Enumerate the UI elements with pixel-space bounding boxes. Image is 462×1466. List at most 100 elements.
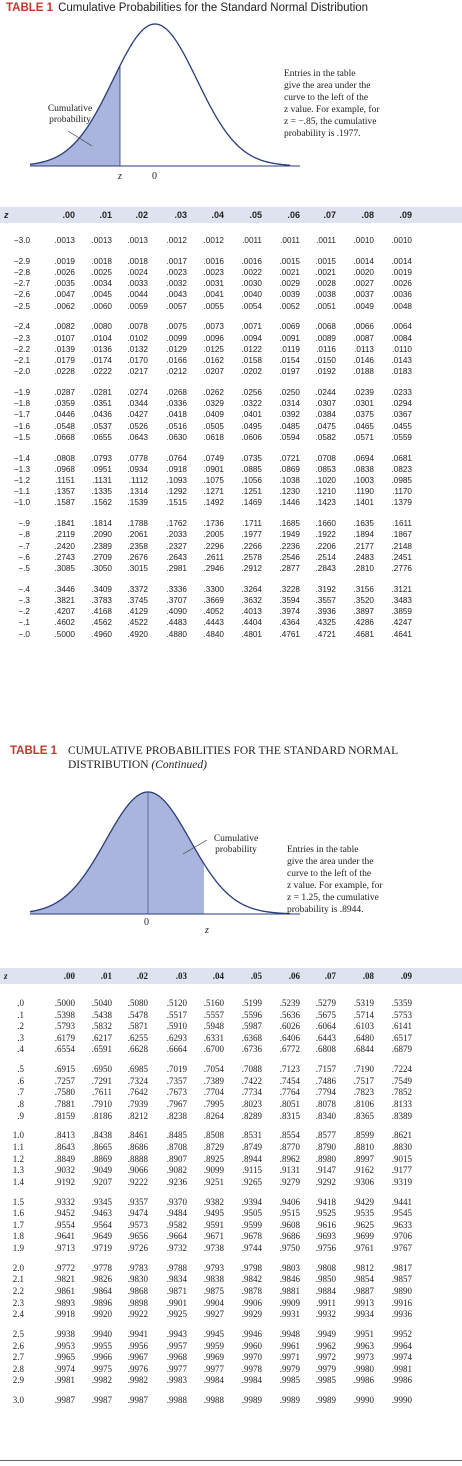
- probability-cell: .0023: [166, 268, 188, 277]
- z-value-cell: −.7: [18, 541, 30, 551]
- table1-title-block: TABLE 1 Cumulative Probabilities for the …: [6, 2, 368, 14]
- probability-cell: .9977: [203, 1363, 224, 1374]
- probability-cell: .9955: [91, 1340, 112, 1351]
- probability-cell: .5517: [166, 1009, 187, 1020]
- probability-cell: .2843: [315, 564, 337, 573]
- probability-cell: .8023: [241, 1099, 262, 1109]
- probability-cell: .8554: [279, 1130, 300, 1141]
- z-value-cell: −.1: [18, 618, 30, 628]
- probability-cell: .7088: [241, 1064, 262, 1075]
- probability-cell: .0256: [241, 388, 263, 397]
- table2-title-block: TABLE 1 CUMULATIVE PROBABILITIES FOR THE…: [10, 744, 460, 776]
- probability-cell: .9345: [91, 1196, 112, 1207]
- probability-cell: .9987: [91, 1395, 112, 1406]
- probability-cell: .9868: [127, 1286, 148, 1296]
- probability-cell: .9671: [203, 1231, 224, 1242]
- probability-cell: .9922: [127, 1309, 148, 1320]
- probability-cell: .0384: [315, 410, 337, 420]
- probability-cell: .0853: [315, 464, 337, 474]
- probability-cell: .1020: [315, 476, 337, 485]
- probability-cell: .9713: [54, 1243, 75, 1253]
- probability-cell: .0048: [391, 301, 413, 311]
- probability-cell: .9678: [241, 1231, 262, 1242]
- probability-cell: .0301: [353, 399, 375, 409]
- probability-cell: .9962: [315, 1340, 336, 1351]
- probability-cell: .5478: [127, 1009, 148, 1020]
- z-value-cell: .7: [17, 1087, 24, 1098]
- z-value-cell: .2: [17, 1021, 24, 1032]
- probability-cell: .9279: [279, 1176, 300, 1187]
- probability-cell: .0033: [127, 279, 149, 289]
- table-row: −2.1 .0179 .0174 .0170 .0166 .0162 .0158 .0154.…: [0, 356, 462, 367]
- probability-cell: .9664: [166, 1231, 187, 1242]
- probability-cell: .9929: [241, 1309, 262, 1320]
- probability-cell: .7704: [203, 1087, 224, 1098]
- probability-cell: .9980: [353, 1363, 374, 1374]
- probability-cell: .1423: [315, 498, 337, 508]
- probability-cell: .5714: [353, 1009, 374, 1020]
- probability-cell: .5675: [315, 1009, 336, 1020]
- probability-cell: .1131: [92, 476, 112, 485]
- probability-cell: .9951: [353, 1329, 374, 1339]
- probability-cell: .0049: [353, 301, 375, 311]
- probability-cell: .3783: [91, 596, 113, 605]
- probability-cell: .1611: [392, 519, 412, 529]
- probability-cell: .9875: [203, 1286, 224, 1296]
- probability-cell: .7881: [54, 1099, 75, 1109]
- probability-cell: .0505: [203, 421, 225, 431]
- probability-cell: .1562: [91, 498, 113, 508]
- probability-cell: .4168: [91, 607, 113, 617]
- probability-cell: .9115: [242, 1165, 262, 1176]
- z-value-cell: −1.9: [13, 388, 30, 397]
- table-row: .6 .7257 .7291 .7324 .7357 .7389 .7422 .7454 .74…: [0, 1076, 462, 1088]
- z-axis-label: z: [118, 171, 122, 182]
- probability-cell: .0045: [91, 290, 113, 300]
- probability-cell: .9495: [203, 1208, 224, 1219]
- probability-cell: .1251: [241, 487, 263, 497]
- probability-cell: .9545: [391, 1208, 412, 1219]
- probability-cell: .0869: [279, 464, 301, 474]
- probability-cell: .9909: [279, 1297, 300, 1308]
- table-row: 2.3 .9893 .9896 .9898 .9901 .9904 .9906 .9909 .9…: [0, 1298, 462, 1310]
- probability-cell: .9788: [166, 1262, 187, 1273]
- probability-cell: .9925: [166, 1309, 187, 1320]
- table-row: −.3 .3821 .3783 .3745 .3707 .3669 .3632 .3594 .3…: [0, 596, 462, 607]
- z-value-cell: 1.8: [12, 1231, 24, 1242]
- probability-cell: .9946: [241, 1329, 262, 1339]
- probability-cell: .0055: [203, 301, 225, 311]
- probability-cell: .6844: [353, 1044, 374, 1055]
- probability-cell: .0143: [391, 356, 413, 365]
- probability-cell: .0351: [91, 399, 113, 409]
- probability-cell: .0031: [203, 279, 225, 289]
- probability-cell: .9706: [391, 1231, 412, 1242]
- probability-cell: .8925: [203, 1153, 224, 1164]
- probability-cell: .0427: [127, 410, 149, 420]
- probability-cell: .2981: [166, 564, 188, 573]
- probability-cell: .0708: [315, 453, 337, 463]
- table-row: .2 .5793 .5832 .5871 .5910 .5948 .5987 .6026 .60…: [0, 1021, 462, 1033]
- shaded-area-left: [30, 65, 120, 166]
- probability-cell: .1867: [391, 530, 413, 540]
- probability-cell: .4880: [166, 629, 188, 639]
- probability-cell: .7910: [91, 1099, 112, 1109]
- probability-cell: .0630: [166, 432, 188, 442]
- probability-cell: .9099: [203, 1165, 224, 1176]
- probability-cell: .2033: [166, 530, 188, 540]
- probability-cell: .2061: [127, 530, 149, 540]
- probability-cell: .0096: [203, 333, 225, 343]
- probability-cell: .9982: [91, 1375, 112, 1386]
- probability-cell: .2451: [391, 552, 413, 562]
- probability-cell: .1292: [166, 487, 188, 497]
- probability-cell: .9750: [279, 1243, 300, 1253]
- z-value-cell: −1.6: [13, 421, 30, 431]
- probability-cell: .0274: [127, 388, 149, 397]
- probability-cell: .0073: [203, 322, 225, 332]
- probability-cell: .2643: [166, 552, 188, 562]
- probability-cell: .0034: [91, 279, 113, 289]
- probability-cell: .0016: [203, 256, 225, 266]
- z-value-cell: −2.4: [13, 322, 30, 332]
- probability-cell: .1210: [315, 487, 337, 497]
- probability-cell: .2148: [391, 541, 413, 551]
- probability-cell: .1038: [279, 476, 301, 485]
- table1-note: Entries in the table give the area under…: [284, 69, 380, 139]
